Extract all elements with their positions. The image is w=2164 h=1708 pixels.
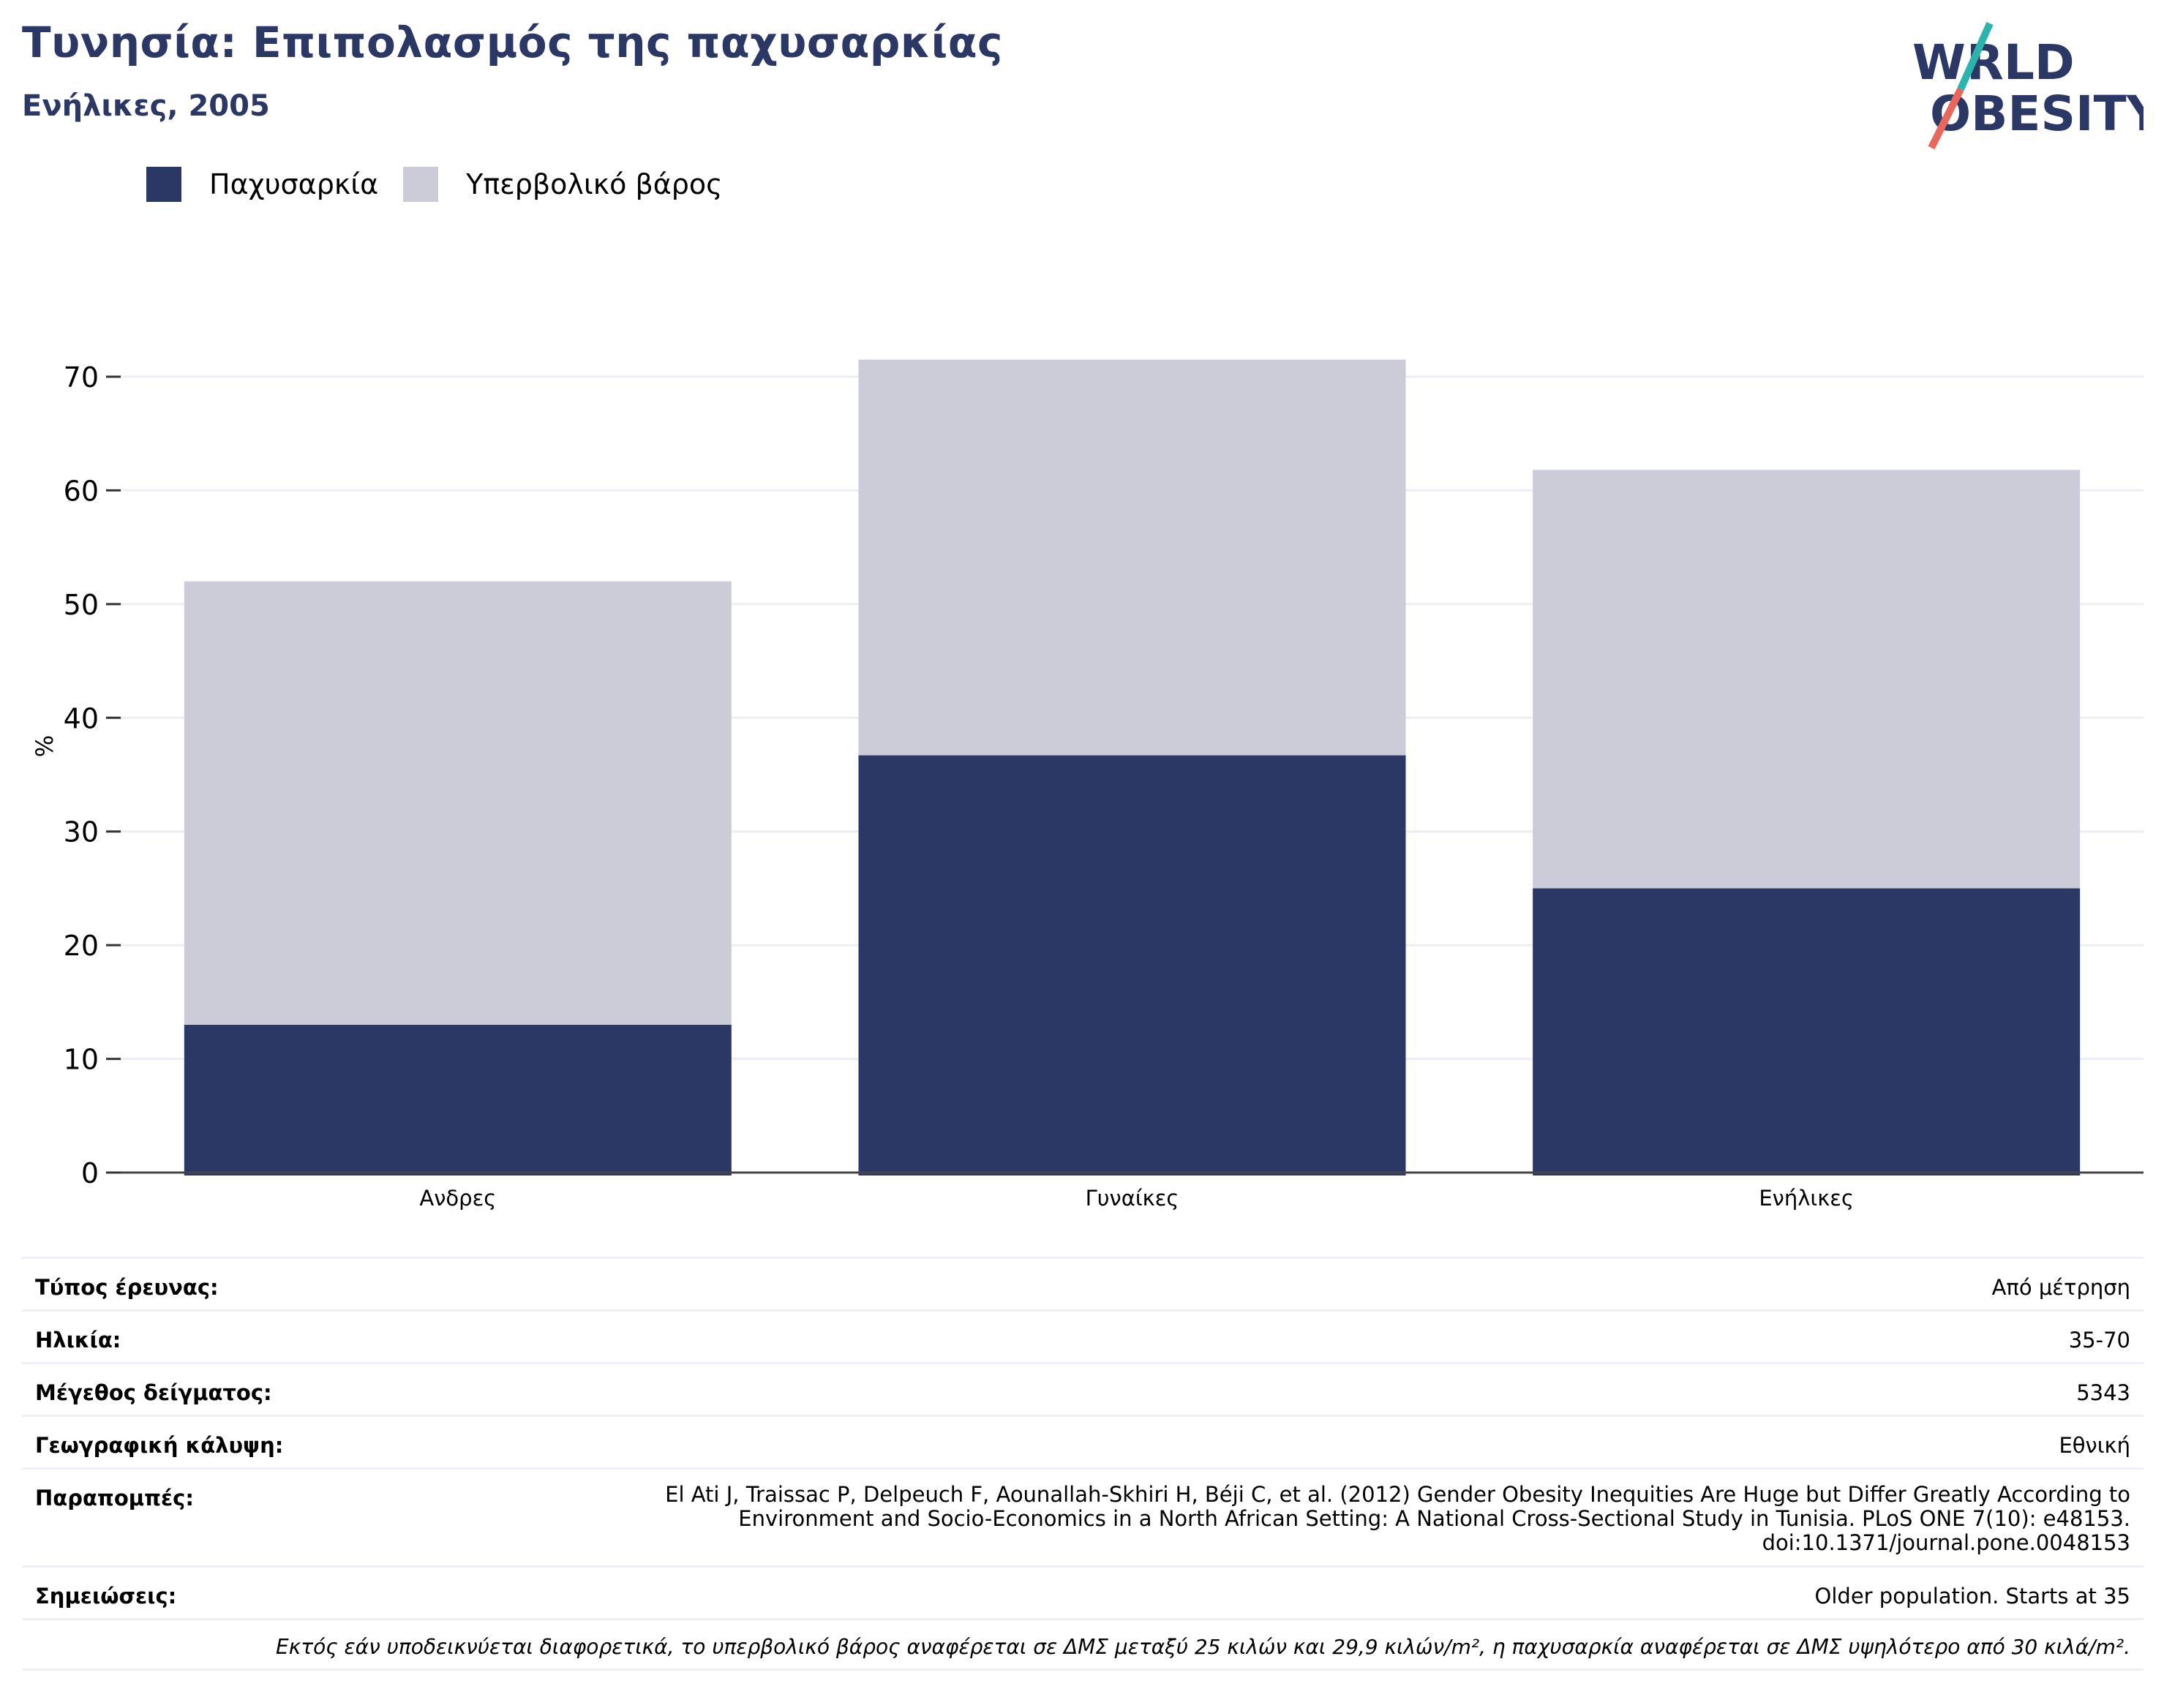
info-value: Older population. Starts at 35 <box>1814 1584 2130 1609</box>
y-tick-label: 10 <box>64 1044 99 1076</box>
svg-text:OBESITY: OBESITY <box>1930 86 2144 142</box>
y-tick-label: 50 <box>64 589 99 621</box>
y-tick-label: 60 <box>64 475 99 507</box>
bar-overweight-1[interactable] <box>184 581 732 1025</box>
bar-overweight-2[interactable] <box>858 359 1406 756</box>
y-tick-label: 20 <box>64 930 99 962</box>
page-subtitle: Ενήλικες, 2005 <box>22 89 270 123</box>
info-value: Εθνική <box>2059 1433 2130 1458</box>
info-label: Γεωγραφική κάλυψη: <box>35 1433 284 1458</box>
y-tick-label: 30 <box>64 816 99 849</box>
legend-swatch-overweight <box>403 167 439 202</box>
stacked-bar-chart: 0 10 20 30 40 50 60 70 Ανδρες Γυναίκες Ενήλικες % <box>31 359 2144 1211</box>
x-tick-label: Ανδρες <box>419 1186 496 1211</box>
x-tick-label: Γυναίκες <box>1086 1186 1179 1211</box>
info-label: Ηλικία: <box>35 1328 121 1353</box>
info-value: 35-70 <box>2068 1328 2130 1353</box>
info-value: 5343 <box>2076 1380 2130 1405</box>
info-value: El Ati J, Traissac P, Delpeuch F, Aounal… <box>665 1482 2130 1555</box>
info-row-sample-size: Μέγεθος δείγματος: 5343 <box>22 1362 2144 1415</box>
info-row-references: Παραπομπές: El Ati J, Traissac P, Delpeu… <box>22 1467 2144 1565</box>
info-row-survey-type: Τύπος έρευνας: Από μέτρηση <box>22 1257 2144 1309</box>
bar-obesity-3[interactable] <box>1533 888 2081 1175</box>
page-title: Τυνησία: Επιπολασμός της παχυσαρκίας <box>22 18 1003 67</box>
legend-item-overweight[interactable]: Υπερβολικό βάρος <box>403 167 722 202</box>
footnote: Εκτός εάν υποδεικνύεται διαφορετικά, το … <box>22 1618 2144 1671</box>
y-tick-label: 70 <box>64 361 99 394</box>
info-row-coverage: Γεωγραφική κάλυψη: Εθνική <box>22 1415 2144 1467</box>
legend-swatch-obesity <box>146 167 181 202</box>
x-tick-label: Ενήλικες <box>1759 1186 1854 1211</box>
info-value: Από μέτρηση <box>1991 1275 2130 1300</box>
survey-info-table: Τύπος έρευνας: Από μέτρηση Ηλικία: 35-70… <box>22 1257 2144 1671</box>
legend-label-obesity: Παχυσαρκία <box>209 168 379 200</box>
y-tick-label: 40 <box>64 702 99 734</box>
legend-label-overweight: Υπερβολικό βάρος <box>466 168 723 200</box>
y-axis-label: % <box>31 735 59 757</box>
world-obesity-logo: W RLD OBESITY <box>1912 22 2144 150</box>
y-tick-label: 0 <box>81 1157 99 1189</box>
info-label: Τύπος έρευνας: <box>35 1275 219 1300</box>
axes: 0 10 20 30 40 50 60 70 Ανδρες Γυναίκες Ενήλικες <box>64 361 2144 1211</box>
bar-obesity-2[interactable] <box>858 755 1406 1175</box>
legend-item-obesity[interactable]: Παχυσαρκία <box>146 167 378 202</box>
bar-overweight-3[interactable] <box>1533 470 2081 889</box>
bars <box>184 359 2081 1175</box>
info-row-notes: Σημειώσεις: Older population. Starts at … <box>22 1565 2144 1618</box>
bar-obesity-1[interactable] <box>184 1024 732 1175</box>
info-row-age: Ηλικία: 35-70 <box>22 1309 2144 1362</box>
svg-text:W: W <box>1912 34 1966 91</box>
chart-legend: Παχυσαρκία Υπερβολικό βάρος <box>146 167 747 202</box>
info-label: Παραπομπές: <box>35 1486 194 1511</box>
info-label: Σημειώσεις: <box>35 1584 177 1609</box>
info-label: Μέγεθος δείγματος: <box>35 1380 272 1405</box>
